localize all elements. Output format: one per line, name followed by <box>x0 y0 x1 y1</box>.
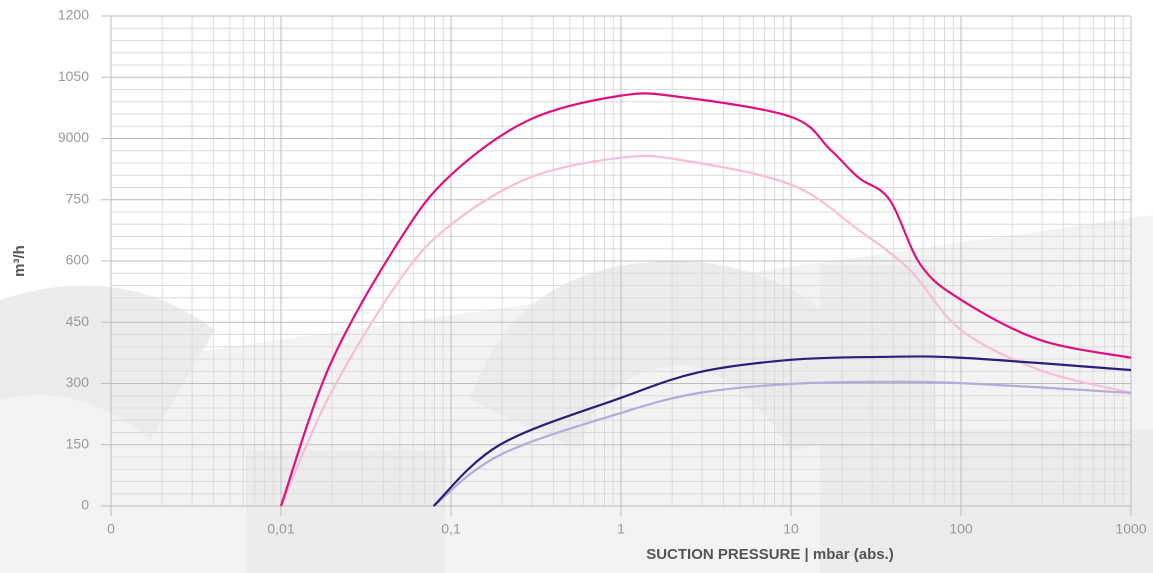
watermark <box>0 215 1153 573</box>
x-tick-label: 1000 <box>1115 521 1146 537</box>
x-tick-label: 1 <box>617 521 625 537</box>
x-tick-label: 0,1 <box>441 521 461 537</box>
y-tick-label: 0 <box>81 497 89 513</box>
x-axis-title: SUCTION PRESSURE | mbar (abs.) <box>646 546 894 563</box>
y-tick-label: 1200 <box>58 7 89 23</box>
x-tick-label: 100 <box>949 521 973 537</box>
y-axis-title: m³/h <box>11 245 28 277</box>
y-tick-label: 750 <box>66 190 90 206</box>
x-tick-label: 0 <box>107 521 115 537</box>
series-line <box>432 355 1132 507</box>
y-tick-label: 450 <box>66 313 90 329</box>
series-line <box>279 154 1132 507</box>
y-tick-label: 1050 <box>58 68 89 84</box>
x-tick-label: 0,01 <box>267 521 294 537</box>
y-tick-label: 600 <box>66 252 90 268</box>
series-line <box>279 92 1132 507</box>
y-tick-label: 300 <box>66 374 90 390</box>
y-tick-label: 150 <box>66 435 90 451</box>
series-line <box>432 380 1132 507</box>
x-tick-label: 10 <box>783 521 799 537</box>
y-tick-label: 9000 <box>58 129 89 145</box>
